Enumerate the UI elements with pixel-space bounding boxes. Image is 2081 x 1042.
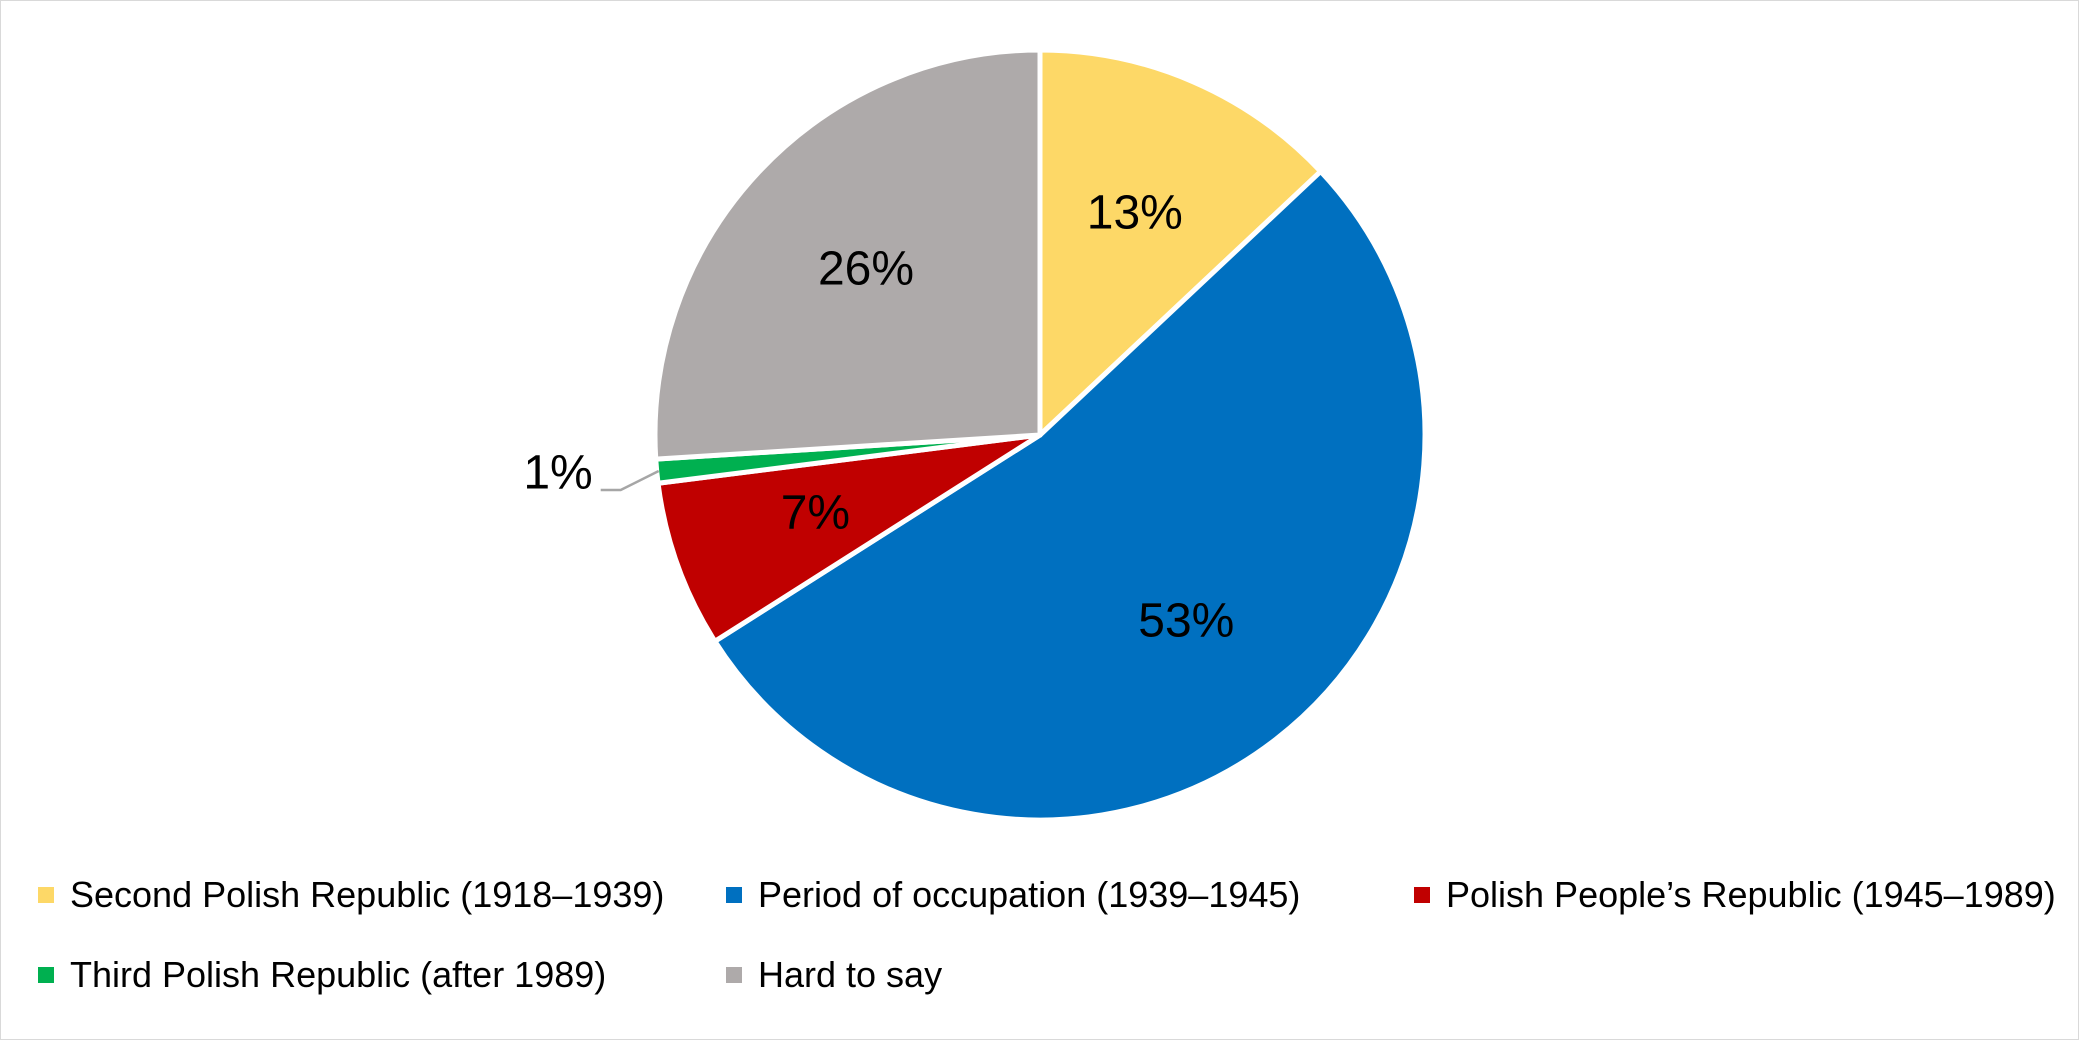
legend-swatch [38,887,54,903]
legend-label: Period of occupation (1939–1945) [758,874,1301,915]
legend-swatch [726,887,742,903]
leader-line [600,469,660,492]
data-label-period-of-occupation-1939-1945: 53% [1138,594,1234,647]
legend: Second Polish Republic (1918–1939) Perio… [0,860,2081,1040]
legend-item-hard-to-say: Hard to say [726,954,942,996]
legend-item-period-of-occupation: Period of occupation (1939–1945) [726,874,1300,916]
legend-item-third-polish-republic: Third Polish Republic (after 1989) [38,954,606,996]
pie-slice-second-polish-republic-1918-1939 [1037,47,1324,438]
legend-swatch [1414,887,1430,903]
pie-slice-period-of-occupation-1939-1945 [712,168,1428,823]
legend-label: Polish People’s Republic (1945–1989) [1446,874,2056,915]
pie-labels: 13% 53% 7% 1% 26% [523,187,1234,648]
data-label-hard-to-say: 26% [818,242,914,295]
data-label-second-polish-republic-1918-1939: 13% [1087,187,1183,240]
data-label-polish-people-s-republic-1945-1989: 7% [781,487,850,540]
pie-slice-polish-people-s-republic-1945-1989 [655,432,1043,644]
legend-item-polish-peoples-republic: Polish People’s Republic (1945–1989) [1414,874,2056,916]
legend-item-second-polish-republic: Second Polish Republic (1918–1939) [38,874,664,916]
legend-swatch [38,967,54,983]
pie-slice-hard-to-say [652,47,1043,462]
legend-swatch [726,967,742,983]
legend-label: Second Polish Republic (1918–1939) [70,874,665,915]
legend-label: Third Polish Republic (after 1989) [70,954,607,995]
data-label-third-polish-republic-after-1989: 1% [523,447,592,500]
legend-label: Hard to say [758,954,943,995]
pie-slices [652,47,1428,823]
